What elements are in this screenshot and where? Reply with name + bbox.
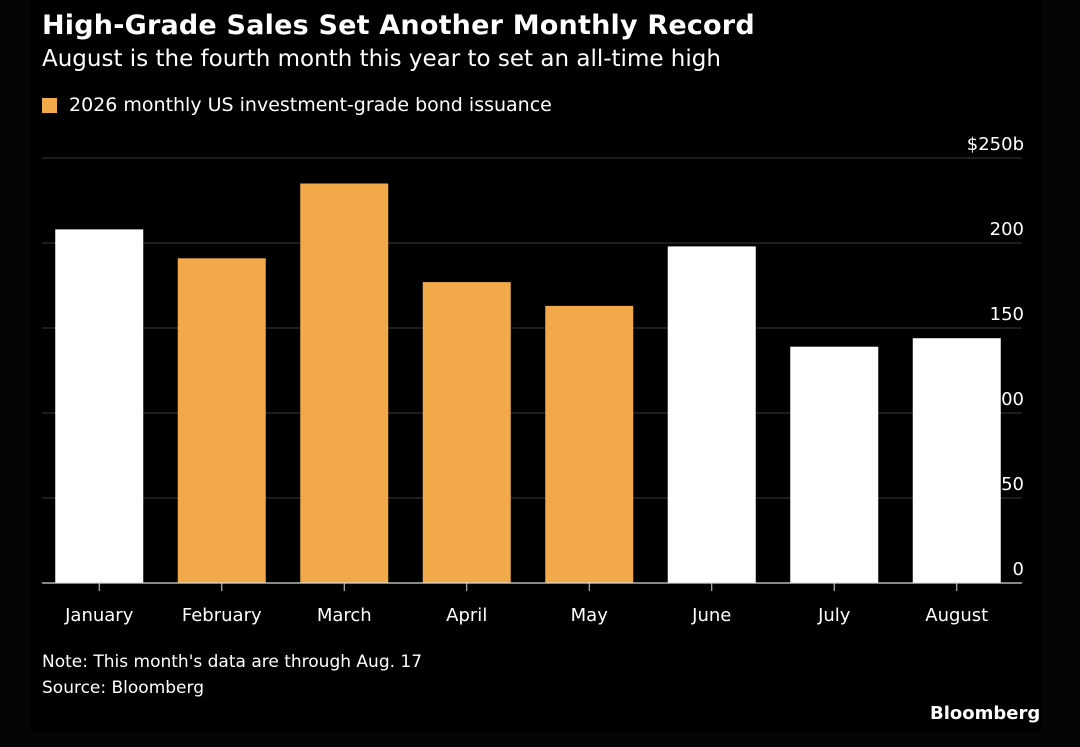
x-tick-label: January — [64, 605, 134, 626]
legend: 2026 monthly US investment-grade bond is… — [42, 94, 552, 116]
bar-february — [177, 258, 266, 583]
y-tick-label: 150 — [990, 304, 1024, 325]
x-tick-label: June — [691, 605, 731, 626]
bar-august — [912, 338, 1001, 583]
chart-source: Source: Bloomberg — [42, 678, 204, 698]
bar-april — [422, 282, 511, 583]
y-tick-label: 200 — [990, 219, 1024, 240]
chart-title: High-Grade Sales Set Another Monthly Rec… — [42, 10, 755, 41]
legend-label: 2026 monthly US investment-grade bond is… — [69, 94, 552, 116]
bar-january — [55, 229, 144, 583]
x-tick-label: March — [317, 605, 372, 626]
bar-june — [667, 246, 756, 583]
bar-march — [300, 183, 389, 583]
x-tick-label: July — [817, 605, 851, 626]
x-tick-label: August — [925, 605, 988, 626]
y-tick-label: $250b — [967, 134, 1024, 155]
x-tick-label: April — [446, 605, 487, 626]
legend-swatch — [42, 97, 57, 113]
bar-may — [545, 305, 634, 583]
bloomberg-logo: Bloomberg — [930, 703, 1041, 724]
y-tick-label: 0 — [1013, 559, 1024, 580]
bar-july — [790, 346, 879, 583]
chart-subtitle: August is the fourth month this year to … — [42, 46, 721, 72]
x-tick-label: February — [182, 605, 262, 626]
x-tick-label: May — [571, 605, 609, 626]
y-tick-label: 50 — [1001, 474, 1024, 495]
chart-note: Note: This month's data are through Aug.… — [42, 652, 423, 672]
